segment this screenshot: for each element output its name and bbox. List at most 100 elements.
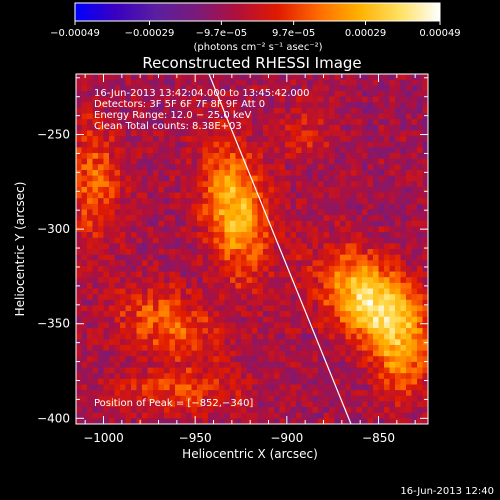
heatmap-cell	[153, 74, 159, 81]
heatmap-cell	[257, 311, 264, 318]
heatmap-cell	[202, 181, 209, 188]
heatmap-cell	[180, 169, 187, 177]
heatmap-cell	[191, 344, 198, 352]
heatmap-cell	[169, 407, 176, 414]
heatmap-cell	[125, 79, 132, 86]
heatmap-cell	[279, 102, 286, 109]
heatmap-cell	[395, 232, 401, 239]
heatmap-cell	[373, 102, 379, 109]
heatmap-cell	[318, 113, 324, 120]
heatmap-cell	[81, 96, 88, 103]
heatmap-cell	[136, 136, 143, 143]
heatmap-cell	[334, 175, 341, 182]
heatmap-cell	[98, 271, 104, 278]
heatmap-cell	[186, 294, 192, 301]
heatmap-cell	[422, 277, 428, 284]
heatmap-cell	[208, 271, 214, 278]
heatmap-cell	[334, 311, 341, 318]
heatmap-cell	[351, 390, 357, 397]
heatmap-cell	[147, 333, 154, 340]
heatmap-cell	[81, 130, 88, 137]
heatmap-cell	[290, 243, 297, 250]
heatmap-cell	[362, 322, 368, 329]
heatmap-cell	[98, 85, 104, 92]
heatmap-cell	[191, 339, 198, 346]
heatmap-cell	[263, 243, 269, 250]
heatmap-cell	[367, 243, 374, 250]
heatmap-cell	[285, 164, 291, 171]
heatmap-cell	[312, 328, 319, 335]
heatmap-cell	[400, 407, 407, 414]
heatmap-cell	[114, 192, 121, 199]
heatmap-cell	[411, 232, 418, 239]
heatmap-cell	[125, 203, 132, 210]
heatmap-cell	[230, 339, 236, 346]
heatmap-cell	[417, 90, 423, 97]
heatmap-cell	[208, 153, 214, 160]
heatmap-cell	[252, 107, 258, 114]
heatmap-cell	[241, 265, 247, 272]
heatmap-cell	[197, 136, 203, 143]
heatmap-cell	[164, 356, 170, 363]
heatmap-cell	[92, 130, 99, 137]
heatmap-cell	[395, 74, 401, 81]
heatmap-cell	[285, 186, 291, 193]
heatmap-cell	[136, 130, 143, 137]
heatmap-cell	[175, 373, 181, 380]
heatmap-cell	[142, 203, 148, 210]
heatmap-cell	[131, 181, 137, 188]
x-tick-label: −850	[362, 431, 395, 445]
heatmap-cell	[384, 282, 390, 289]
heatmap-cell	[202, 316, 209, 323]
heatmap-cell	[395, 367, 401, 374]
heatmap-cell	[400, 288, 407, 295]
heatmap-cell	[296, 181, 302, 188]
heatmap-cell	[329, 175, 335, 182]
heatmap-cell	[345, 232, 352, 239]
heatmap-cell	[175, 141, 181, 148]
heatmap-cell	[147, 305, 154, 312]
heatmap-cell	[301, 90, 308, 97]
heatmap-cell	[389, 373, 396, 380]
heatmap-cell	[268, 254, 275, 261]
heatmap-cell	[142, 158, 148, 165]
heatmap-cell	[120, 265, 126, 272]
heatmap-cell	[191, 288, 198, 295]
heatmap-cell	[197, 373, 203, 380]
heatmap-cell	[191, 299, 198, 306]
heatmap-cell	[279, 175, 286, 182]
heatmap-cell	[263, 203, 269, 210]
y-tick-label: −400	[37, 411, 70, 425]
heatmap-cell	[274, 311, 280, 318]
heatmap-cell	[98, 260, 104, 267]
heatmap-cell	[323, 220, 330, 227]
heatmap-cell	[296, 361, 302, 368]
heatmap-cell	[235, 378, 242, 385]
heatmap-cell	[345, 192, 352, 199]
heatmap-cell	[169, 158, 176, 165]
heatmap-cell	[131, 378, 137, 385]
heatmap-cell	[142, 367, 148, 374]
heatmap-cell	[285, 203, 291, 210]
heatmap-cell	[125, 158, 132, 165]
heatmap-cell	[213, 243, 220, 250]
heatmap-cell	[136, 350, 143, 357]
heatmap-cell	[318, 175, 324, 182]
heatmap-cell	[175, 107, 181, 114]
heatmap-cell	[252, 294, 258, 301]
heatmap-cell	[147, 107, 154, 114]
heatmap-cell	[296, 328, 302, 335]
heatmap-cell	[180, 350, 187, 357]
heatmap-cell	[235, 85, 242, 92]
heatmap-cell	[263, 198, 269, 205]
heatmap-cell	[235, 102, 242, 109]
heatmap-cell	[186, 141, 192, 148]
heatmap-cell	[329, 164, 335, 171]
heatmap-cell	[76, 181, 82, 188]
heatmap-cell	[329, 378, 335, 385]
heatmap-cell	[263, 96, 269, 103]
heatmap-cell	[98, 141, 104, 148]
heatmap-cell	[241, 356, 247, 363]
heatmap-cell	[109, 395, 115, 402]
heatmap-cell	[109, 232, 115, 239]
